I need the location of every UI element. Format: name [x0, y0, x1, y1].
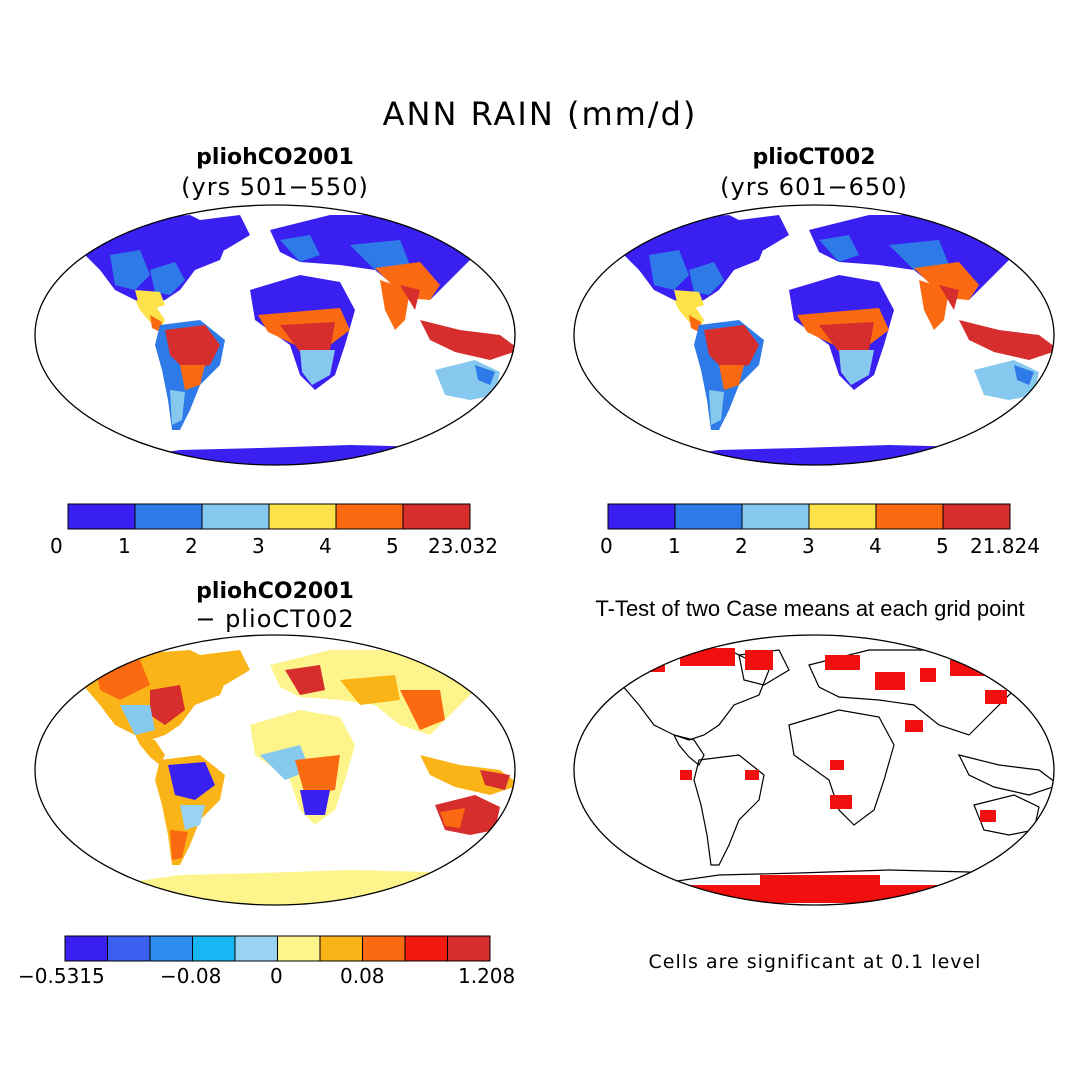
colorbar-swatch	[447, 935, 491, 962]
colorbar-swatch	[808, 503, 877, 530]
colorbar-swatch	[875, 503, 944, 530]
cb2-tick: 3	[802, 534, 815, 558]
colorbar-2-boxes	[607, 503, 1011, 530]
cb1-tick: 0	[50, 534, 63, 558]
colorbar-swatch	[607, 503, 676, 530]
cb1-tick: 2	[185, 534, 198, 558]
map-plioCT002	[573, 204, 1055, 466]
colorbar-3	[64, 935, 491, 962]
cb1-tick: 3	[252, 534, 265, 558]
colorbar-swatch	[402, 503, 471, 530]
colorbar-swatch	[234, 935, 278, 962]
colorbar-swatch	[201, 503, 270, 530]
panel3-title: pliohCO2001	[196, 579, 354, 604]
map-ttest	[573, 634, 1055, 906]
colorbar-1	[67, 503, 471, 530]
cb3-tick: 0.08	[340, 964, 385, 988]
cb2-tick: 5	[936, 534, 949, 558]
figure-title: ANN RAIN (mm/d)	[382, 95, 698, 133]
cb1-tick: 1	[118, 534, 131, 558]
colorbar-swatch	[268, 503, 337, 530]
cb2-tick: 4	[869, 534, 882, 558]
colorbar-swatch	[674, 503, 743, 530]
colorbar-swatch	[64, 935, 108, 962]
cb2-tick: 21.824	[970, 534, 1040, 558]
cb2-tick: 0	[600, 534, 613, 558]
colorbar-swatch	[362, 935, 406, 962]
colorbar-swatch	[741, 503, 810, 530]
colorbar-swatch	[192, 935, 236, 962]
colorbar-swatch	[942, 503, 1011, 530]
colorbar-2	[607, 503, 1011, 530]
colorbar-swatch	[107, 935, 151, 962]
colorbar-1-ticks: 0 1 2 3 4 5 23.032	[50, 534, 500, 558]
colorbar-swatch	[335, 503, 404, 530]
colorbar-2-ticks: 0 1 2 3 4 5 21.824	[590, 534, 1050, 558]
colorbar-3-boxes	[64, 935, 491, 962]
colorbar-swatch	[319, 935, 363, 962]
panel1-title: pliohCO2001	[196, 145, 354, 170]
cb3-tick: −0.5315	[18, 964, 105, 988]
significance-note: Cells are significant at 0.1 level	[648, 951, 982, 973]
map-pliohCO2001	[34, 204, 516, 466]
panel1-subtitle: (yrs 501−550)	[181, 173, 369, 201]
cb3-tick: 0	[270, 964, 283, 988]
panel4-title: T-Test of two Case means at each grid po…	[595, 596, 1025, 621]
colorbar-swatch	[134, 503, 203, 530]
colorbar-3-ticks: −0.5315 −0.08 0 0.08 1.208	[18, 964, 538, 988]
colorbar-swatch	[67, 503, 136, 530]
cb1-tick: 23.032	[428, 534, 498, 558]
cb1-tick: 5	[386, 534, 399, 558]
panel2-title: plioCT002	[752, 145, 876, 170]
colorbar-swatch	[149, 935, 193, 962]
cb2-tick: 2	[735, 534, 748, 558]
cb2-tick: 1	[668, 534, 681, 558]
panel3-subtitle: − plioCT002	[195, 605, 355, 633]
cb3-tick: −0.08	[160, 964, 222, 988]
map-difference	[34, 634, 516, 906]
panel2-subtitle: (yrs 601−650)	[720, 173, 908, 201]
cb3-tick: 1.208	[458, 964, 516, 988]
significant-cells	[625, 648, 1007, 903]
cb1-tick: 4	[319, 534, 332, 558]
colorbar-1-boxes	[67, 503, 471, 530]
colorbar-swatch	[277, 935, 321, 962]
colorbar-swatch	[404, 935, 448, 962]
